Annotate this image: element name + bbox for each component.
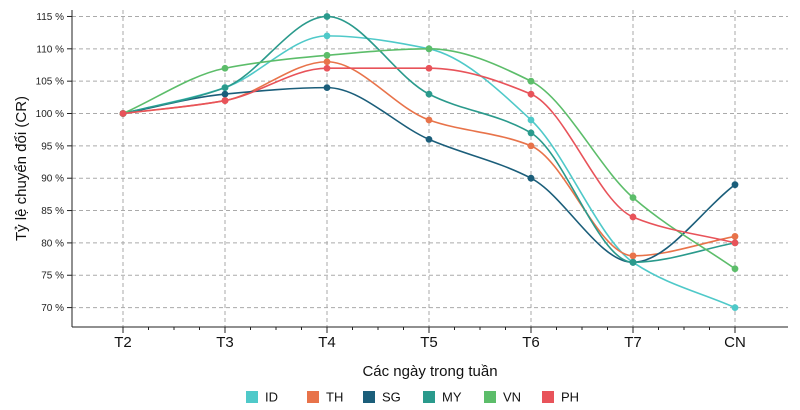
data-point-th[interactable]	[731, 233, 739, 240]
legend-item-id[interactable]: ID	[246, 390, 278, 405]
legend-item-my[interactable]: MY	[423, 390, 462, 405]
y-tick-label: 100 %	[36, 109, 64, 120]
data-point-id[interactable]	[323, 32, 331, 40]
data-point-ph[interactable]	[629, 213, 637, 221]
y-tick-label: 105 %	[36, 77, 64, 88]
legend-swatch	[363, 391, 375, 403]
legend: ID TH SG MY VN PH	[246, 390, 579, 405]
x-ticks: T2 T3 T4 T5 T6 T7 CN	[114, 327, 746, 351]
data-point-th[interactable]	[629, 252, 637, 260]
data-point-my[interactable]	[527, 129, 535, 137]
legend-item-sg[interactable]: SG	[363, 390, 401, 405]
x-tick-label: T5	[420, 334, 438, 351]
data-point-vn[interactable]	[323, 51, 331, 59]
data-point-ph[interactable]	[425, 64, 433, 72]
data-point-ph[interactable]	[221, 97, 229, 104]
x-tick-label: T2	[114, 334, 132, 351]
y-tick-label: 80 %	[41, 238, 64, 249]
legend-item-vn[interactable]: VN	[484, 390, 521, 405]
data-point-my[interactable]	[425, 90, 433, 98]
data-point-vn[interactable]	[731, 265, 739, 273]
legend-swatch	[423, 391, 435, 403]
data-point-vn[interactable]	[221, 64, 229, 72]
legend-swatch	[484, 391, 496, 403]
data-point-th[interactable]	[323, 58, 331, 66]
legend-label: ID	[265, 390, 278, 405]
data-point-id[interactable]	[527, 116, 535, 124]
data-point-th[interactable]	[425, 116, 433, 124]
data-point-ph[interactable]	[323, 64, 331, 72]
y-tick-label: 115 %	[36, 12, 64, 23]
data-point-th[interactable]	[527, 142, 535, 150]
data-point-sg[interactable]	[731, 181, 739, 189]
data-point-ph[interactable]	[119, 110, 127, 117]
data-point-ph[interactable]	[731, 239, 739, 247]
y-tick-label: 85 %	[41, 206, 64, 217]
data-point-vn[interactable]	[527, 77, 535, 85]
legend-label: MY	[442, 390, 462, 405]
axes	[71, 10, 788, 328]
legend-swatch	[542, 391, 554, 403]
data-point-sg[interactable]	[221, 90, 229, 98]
data-point-sg[interactable]	[527, 174, 535, 182]
legend-item-th[interactable]: TH	[307, 390, 343, 405]
x-tick-label: T7	[624, 334, 642, 351]
data-point-my[interactable]	[629, 258, 637, 266]
data-point-sg[interactable]	[323, 84, 331, 92]
data-point-my[interactable]	[221, 84, 229, 92]
data-point-id[interactable]	[731, 304, 739, 311]
legend-label: SG	[382, 390, 401, 405]
data-point-vn[interactable]	[629, 194, 637, 202]
x-axis-title: Các ngày trong tuần	[362, 363, 497, 380]
y-ticks: 70 % 75 % 80 % 85 % 90 % 95 % 100 % 105 % 110 % 1…	[36, 12, 72, 314]
data-point-sg[interactable]	[425, 135, 433, 143]
x-tick-label: T6	[522, 334, 540, 351]
y-tick-label: 90 %	[41, 174, 64, 185]
data-point-my[interactable]	[323, 13, 331, 20]
data-point-vn[interactable]	[425, 45, 433, 53]
series-ph	[119, 64, 739, 247]
legend-swatch	[246, 391, 258, 403]
legend-label: VN	[503, 390, 521, 405]
x-tick-label: CN	[724, 334, 746, 351]
x-tick-label: T4	[318, 334, 336, 351]
y-tick-label: 95 %	[41, 141, 64, 152]
grid	[72, 10, 788, 327]
legend-swatch	[307, 391, 319, 403]
data-point-ph[interactable]	[527, 90, 535, 98]
x-tick-label: T3	[216, 334, 234, 351]
legend-label: PH	[561, 390, 579, 405]
legend-item-ph[interactable]: PH	[542, 390, 579, 405]
y-tick-label: 75 %	[41, 271, 64, 282]
y-tick-label: 110 %	[36, 44, 64, 55]
y-tick-label: 70 %	[41, 303, 64, 314]
y-axis-title: Tỷ lệ chuyển đổi (CR)	[13, 96, 30, 241]
series-vn	[119, 45, 739, 273]
series	[119, 13, 739, 311]
legend-label: TH	[326, 390, 343, 405]
